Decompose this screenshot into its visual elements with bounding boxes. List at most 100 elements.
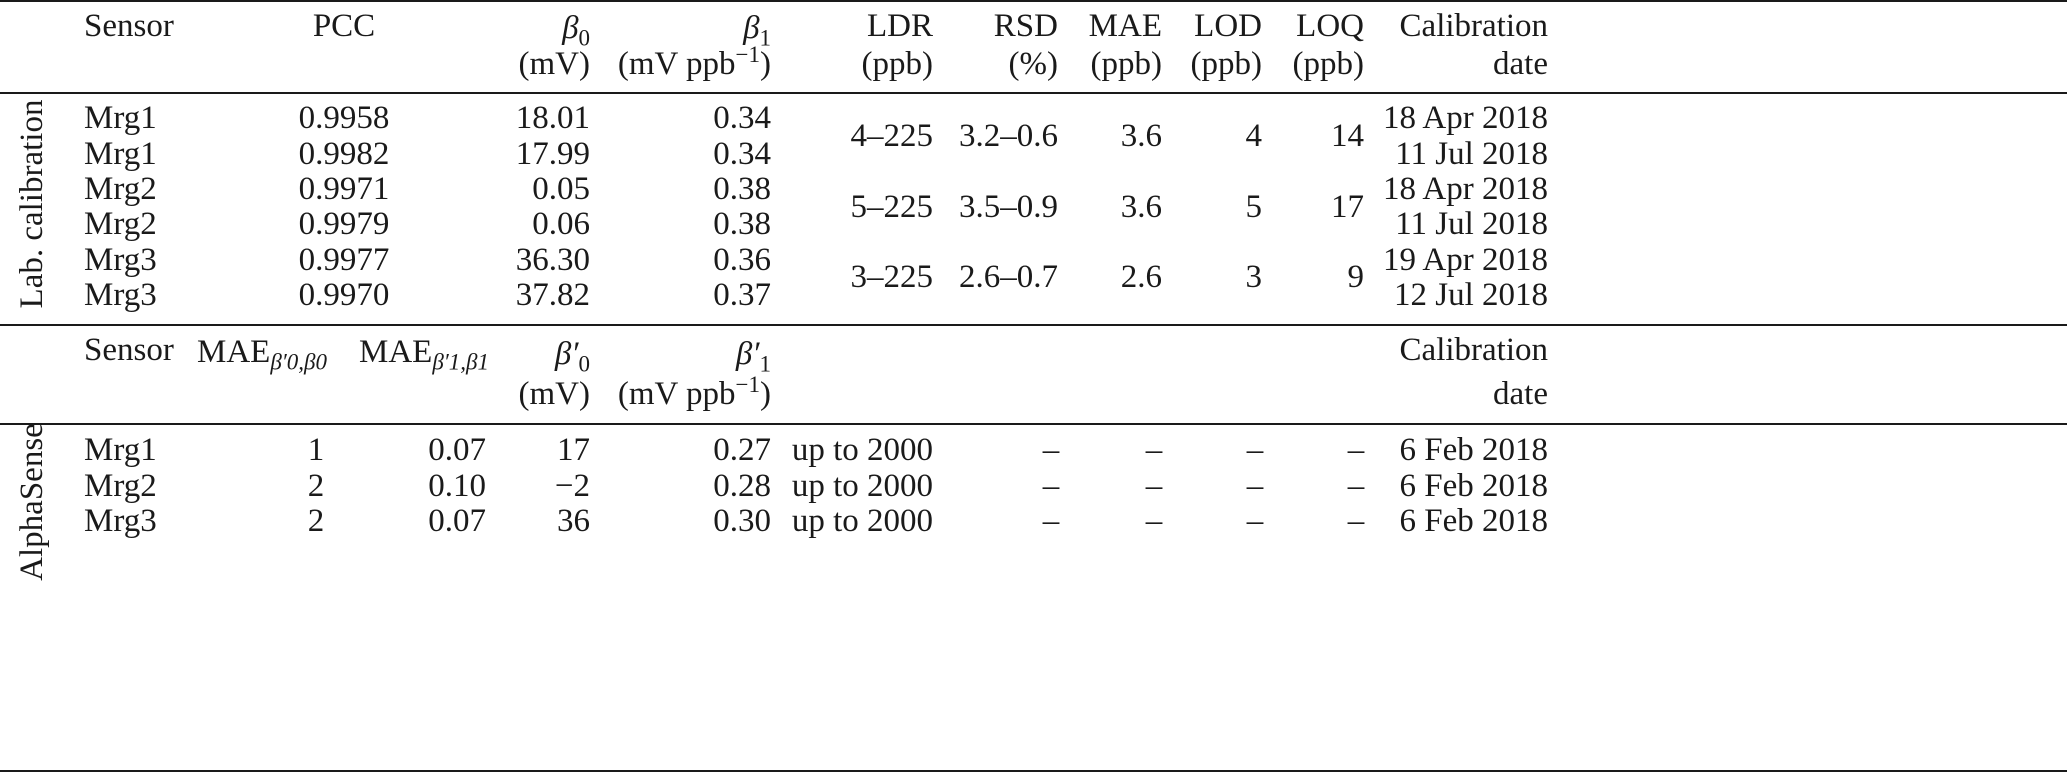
beta1-unit-close: ) [760,46,771,82]
cell-lod: – [1246,503,1264,539]
cell-pcc: 0.9979 [298,206,390,242]
alpha-header-beta0-prime: β′0 [554,334,590,376]
cell-rsd: – [1042,503,1060,539]
cell-mae-beta0: 2 [307,503,325,539]
header-beta0-unit: (mV) [518,46,590,82]
lab-header-rule [0,92,2067,94]
header-mae: MAE [1088,8,1162,44]
cell-beta1: 0.34 [713,136,771,172]
cell-lod: 5 [1245,189,1263,225]
alpha-header-beta0-prime-unit: (mV) [518,376,590,412]
cell-beta1: 0.34 [713,100,771,136]
cell-beta0: 0.06 [532,206,590,242]
cell-beta0-prime: 36 [557,503,590,539]
cell-beta0: 36.30 [515,242,590,278]
cell-sensor: Mrg3 [84,503,157,539]
beta0-symbol: β [562,10,579,46]
header-lod: LOD [1194,8,1262,44]
cell-date: 6 Feb 2018 [1399,468,1549,504]
cell-sensor: Mrg1 [84,100,157,136]
cell-mae-beta0: 2 [307,468,325,504]
cell-mae-beta0: 1 [307,432,325,468]
cell-sensor: Mrg2 [84,171,157,207]
cell-lod: 4 [1245,118,1263,154]
cell-beta0-prime: 17 [557,432,590,468]
cell-mae: 3.6 [1120,189,1162,225]
cell-ldr: up to 2000 [791,432,933,468]
alpha-header-mae-beta0: MAEβ′0,β0 [197,332,328,375]
cell-sensor: Mrg3 [84,242,157,278]
cell-lod: – [1246,432,1264,468]
header-lod-unit: (ppb) [1190,46,1262,82]
cell-mae: 2.6 [1120,259,1162,295]
cell-rsd: – [1042,468,1060,504]
cell-beta0: 37.82 [515,277,590,313]
cell-ldr: 5–225 [850,189,934,225]
header-ldr-unit: (ppb) [861,46,933,82]
cell-beta1: 0.38 [713,171,771,207]
cell-rsd: 3.5–0.9 [959,189,1058,225]
header-calibration: Calibration [1399,8,1548,44]
cell-beta0: 18.01 [515,100,590,136]
cell-loq: 9 [1347,259,1365,295]
header-rsd: RSD [993,8,1058,44]
header-rsd-unit: (%) [1008,46,1058,82]
beta1-unit-main: (mV ppb [617,46,736,82]
cell-date: 18 Apr 2018 [1383,171,1548,207]
cell-pcc: 0.9982 [298,136,390,172]
cell-beta0-prime: −2 [554,468,590,504]
bottom-rule [0,770,2067,772]
cell-mae-beta1: 0.10 [428,468,486,504]
cell-mae-beta1: 0.07 [428,503,486,539]
cell-date: 12 Jul 2018 [1393,277,1548,313]
cell-mae: – [1145,432,1163,468]
cell-beta1-prime: 0.28 [713,468,771,504]
mae-beta0-subscript: β′0,β0 [270,349,328,375]
cell-mae-beta1: 0.07 [428,432,486,468]
cell-mae: 3.6 [1120,118,1162,154]
cell-date: 18 Apr 2018 [1383,100,1548,136]
section-rule [0,324,2067,326]
cell-sensor: Mrg1 [84,136,157,172]
cell-ldr: up to 2000 [791,503,933,539]
cell-loq: – [1347,503,1365,539]
beta1-prime-subscript: 1 [759,351,772,377]
cell-sensor: Mrg1 [84,432,157,468]
header-mae-unit: (ppb) [1090,46,1162,82]
cell-loq: 14 [1331,118,1364,154]
beta0-subscript: 0 [578,25,591,51]
mae-beta1-label: MAE [358,334,433,370]
alpha-header-mae-beta1: MAEβ′1,β1 [358,332,489,374]
cell-beta1: 0.37 [713,277,771,313]
alpha-header-beta1-prime-unit: (mV ppb−1) [617,373,771,414]
cell-loq: – [1347,432,1365,468]
header-beta1-unit: (mV ppb−1) [617,42,771,84]
beta1-symbol: β [743,10,760,46]
beta1-subscript: 1 [759,25,772,51]
cell-mae: – [1145,503,1163,539]
cell-sensor: Mrg2 [84,206,157,242]
cell-beta0: 0.05 [532,171,590,207]
header-pcc: PCC [312,8,376,44]
cell-ldr: up to 2000 [791,468,933,504]
cell-beta0: 17.99 [515,136,590,172]
beta1-unit-exponent: −1 [735,42,760,67]
cell-mae: – [1145,468,1163,504]
cell-rsd: – [1042,432,1060,468]
alpha-header-rule [0,423,2067,425]
cell-date: 6 Feb 2018 [1399,503,1549,539]
cell-rsd: 3.2–0.6 [959,118,1058,154]
cell-ldr: 4–225 [850,118,934,154]
beta1-prime-symbol: β′ [735,336,760,372]
header-loq: LOQ [1296,8,1364,44]
cell-loq: – [1347,468,1365,504]
cell-pcc: 0.9958 [298,100,390,136]
header-beta0: β0 [562,8,591,51]
header-date: date [1493,46,1548,82]
beta0-prime-symbol: β′ [554,336,579,372]
cell-date: 11 Jul 2018 [1395,206,1548,242]
cell-pcc: 0.9970 [298,277,390,313]
section-label-lab: Lab. calibration [14,99,50,309]
beta1-prime-unit-main: (mV ppb [617,376,736,412]
